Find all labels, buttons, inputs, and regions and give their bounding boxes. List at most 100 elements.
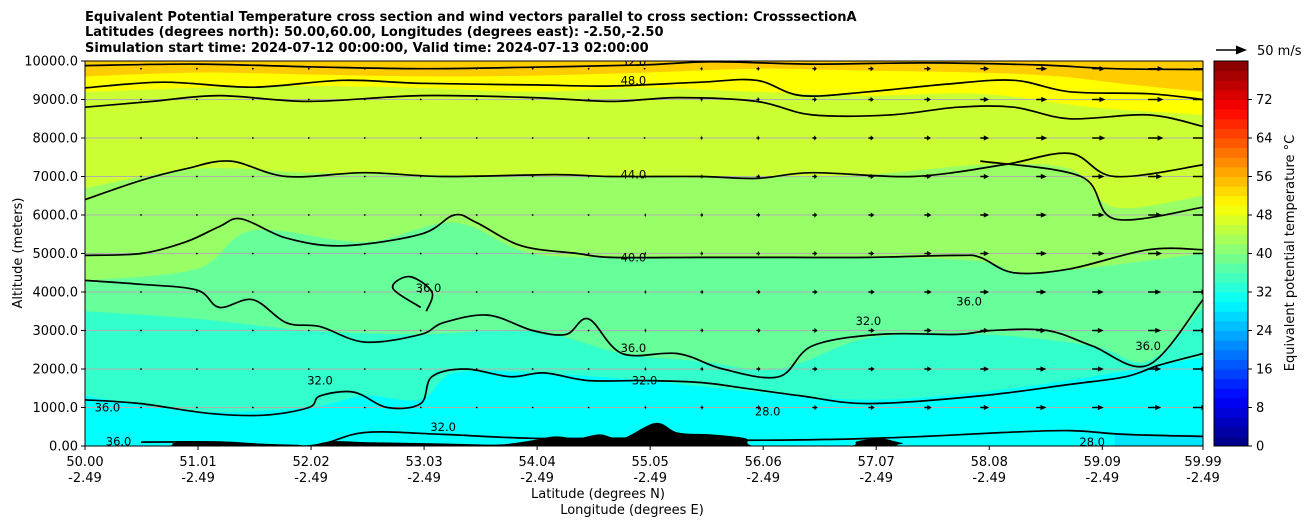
wind-vector xyxy=(812,289,818,295)
fill-band-44 xyxy=(85,61,1203,209)
wind-vector xyxy=(812,135,817,141)
wind-vector xyxy=(1036,366,1047,372)
wind-vector xyxy=(307,406,310,409)
x-tick-label-lon: -2.49 xyxy=(746,471,780,486)
wind-vector xyxy=(1148,135,1164,141)
wind-vector xyxy=(1036,135,1048,141)
wind-vector xyxy=(868,327,875,334)
colorbar-label: Equivalent potential temperature °C xyxy=(1283,135,1298,371)
wind-vector xyxy=(140,175,142,178)
colorbar-band xyxy=(1214,292,1248,303)
wind-vector xyxy=(1036,289,1047,295)
y-tick-label: 8000.0 xyxy=(33,132,79,147)
wind-vector xyxy=(1092,327,1104,334)
colorbar-band xyxy=(1214,147,1248,158)
wind-vector xyxy=(475,291,478,293)
wind-vector xyxy=(700,66,703,72)
wind-vector xyxy=(643,137,646,139)
wind-vector xyxy=(812,212,818,218)
wind-vector xyxy=(1148,66,1164,72)
plot-area: 52.0 48.0 44.0 40.0 36.0 32.0 36.0 36.0 32.0 36.0… xyxy=(84,60,1204,447)
wind-vector xyxy=(196,214,198,216)
x-tick-label-lat: 59.09 xyxy=(1084,455,1121,470)
wind-vector xyxy=(251,329,254,332)
colorbar-band xyxy=(1214,195,1248,206)
wind-vector xyxy=(756,366,761,372)
wind-vector xyxy=(363,175,366,178)
wind-vector xyxy=(980,66,990,72)
wind-vector xyxy=(587,137,590,139)
quiver-key-label: 50 m/s xyxy=(1257,44,1302,59)
wind-vector xyxy=(419,368,422,370)
chart-title-line-1: Equivalent Potential Temperature cross s… xyxy=(85,10,857,25)
wind-vector xyxy=(1036,96,1048,103)
wind-vector xyxy=(924,404,932,411)
wind-vector xyxy=(644,366,647,372)
y-tick-label: 3000.0 xyxy=(33,324,79,339)
colorbar-tick-label: 56 xyxy=(1256,170,1273,185)
wind-vector xyxy=(307,98,310,101)
wind-vector xyxy=(924,250,932,257)
contour-36 xyxy=(391,275,434,312)
wind-vector xyxy=(587,406,590,409)
wind-vector xyxy=(196,67,198,70)
colorbar-tick-label: 72 xyxy=(1256,93,1273,108)
x-tick-label-lon: -2.49 xyxy=(181,471,215,486)
colorbar-band xyxy=(1214,369,1248,380)
chart-title-line-3: Simulation start time: 2024-07-12 00:00:… xyxy=(85,41,649,56)
contour-label: 36.0 xyxy=(956,295,982,309)
wind-vector xyxy=(756,66,760,72)
wind-vector xyxy=(1092,250,1105,257)
colorbar-tick-label: 16 xyxy=(1256,363,1273,378)
wind-vector xyxy=(196,291,198,293)
colorbar-band xyxy=(1214,340,1248,351)
wind-vector xyxy=(1036,66,1048,72)
wind-vector xyxy=(924,327,932,334)
x-tick-label-lon: -2.49 xyxy=(294,471,328,486)
wind-vector xyxy=(924,173,932,180)
wind-vector xyxy=(251,175,254,178)
wind-vector xyxy=(251,67,254,70)
x-tick-label-lat: 53.03 xyxy=(405,455,442,470)
wind-vector xyxy=(419,98,422,101)
contour-label: 44.0 xyxy=(621,168,647,182)
wind-vector xyxy=(700,289,704,295)
wind-vector xyxy=(531,137,534,139)
contour-label: 40.0 xyxy=(621,250,647,264)
wind-vector xyxy=(1192,68,1203,70)
wind-vector xyxy=(363,252,366,255)
contour-44 xyxy=(85,152,1203,201)
wind-vector xyxy=(531,98,534,101)
contour-label: 36.0 xyxy=(1135,339,1161,353)
colorbar-band xyxy=(1214,80,1248,91)
wind-vector xyxy=(756,212,761,218)
y-tick-label: 0.00 xyxy=(49,440,78,455)
colorbar-tick-label: 0 xyxy=(1256,440,1264,455)
colorbar-band xyxy=(1214,426,1248,437)
wind-vector xyxy=(140,252,142,255)
wind-vector xyxy=(587,214,590,216)
colorbar-band xyxy=(1214,224,1248,235)
colorbar-tick-label: 8 xyxy=(1256,401,1264,416)
wind-vector xyxy=(812,250,818,257)
wind-vector xyxy=(980,250,990,257)
wind-vector xyxy=(587,252,590,255)
wind-vector xyxy=(587,67,590,70)
x-tick-label-lon: -2.49 xyxy=(1186,471,1220,486)
colorbar-band xyxy=(1214,436,1248,447)
x-tick-label-lat: 58.08 xyxy=(971,455,1008,470)
wind-vector xyxy=(531,291,534,293)
colorbar-band xyxy=(1214,417,1248,428)
contour-label: 36.0 xyxy=(416,281,442,295)
wind-vector xyxy=(475,406,478,409)
wind-vector xyxy=(644,404,647,411)
chart-title-line-2: Latitudes (degrees north): 50.00,60.00, … xyxy=(85,25,664,40)
wind-vector xyxy=(868,173,875,180)
wind-vector xyxy=(531,252,534,255)
wind-vector xyxy=(700,96,703,103)
colorbar-band xyxy=(1214,166,1248,177)
wind-vector xyxy=(531,368,534,370)
wind-vector xyxy=(363,406,366,409)
wind-vector xyxy=(644,212,647,218)
contour-32 xyxy=(85,352,1203,417)
